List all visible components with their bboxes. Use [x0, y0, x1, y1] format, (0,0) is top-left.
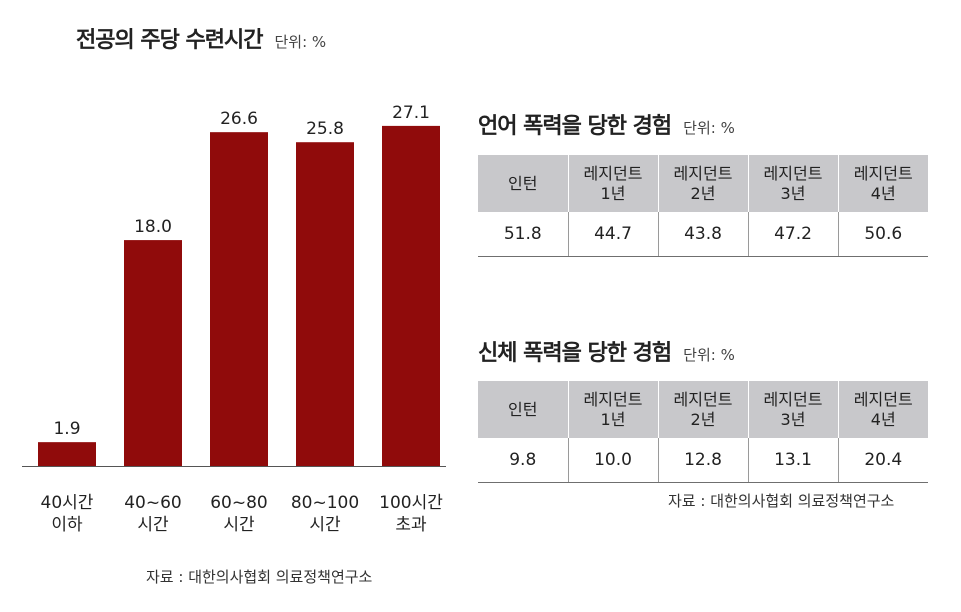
value-cell: 10.0 — [568, 438, 659, 483]
value-cell: 50.6 — [838, 212, 928, 257]
category-label: 초과 — [395, 515, 427, 535]
header-cell: 인턴 — [478, 381, 569, 438]
chart-title-row: 전공의 주당 수련시간 단위: % — [76, 22, 326, 54]
value-cell: 12.8 — [658, 438, 749, 483]
data-label: 18.0 — [134, 217, 172, 237]
verbal-abuse-table: 인턴 레지던트 1년 레지던트 2년 레지던트 3년 레지던트 4년 51.8 … — [478, 155, 928, 257]
table2-title: 신체 폭력을 당한 경험 — [478, 341, 672, 366]
header-cell: 레지던트 1년 — [568, 155, 659, 212]
bar — [38, 442, 96, 466]
table-row: 51.8 44.7 43.8 47.2 50.6 — [478, 212, 928, 257]
bar — [296, 142, 354, 466]
table1-unit: 단위: % — [683, 119, 735, 137]
bar — [210, 132, 268, 467]
header-cell: 레지던트 4년 — [838, 381, 928, 438]
table-source: 자료 : 대한의사협회 의료정책연구소 — [668, 492, 895, 510]
physical-abuse-table: 인턴 레지던트 1년 레지던트 2년 레지던트 3년 레지던트 4년 9.8 1… — [478, 381, 928, 483]
data-label: 1.9 — [53, 419, 80, 439]
header-cell: 레지던트 2년 — [658, 155, 749, 212]
bar-chart: 1.940시간이하18.040~60시간26.660~80시간25.880~10… — [22, 103, 446, 535]
value-cell: 44.7 — [568, 212, 659, 257]
category-label: 80~100 — [291, 493, 359, 513]
category-label: 시간 — [309, 515, 341, 535]
chart-source: 자료 : 대한의사협회 의료정책연구소 — [146, 568, 373, 586]
header-cell: 레지던트 3년 — [748, 381, 839, 438]
value-cell: 51.8 — [478, 212, 569, 257]
data-label: 26.6 — [220, 109, 258, 129]
header-cell: 레지던트 3년 — [748, 155, 839, 212]
value-cell: 20.4 — [838, 438, 928, 483]
category-label: 시간 — [223, 515, 255, 535]
bar — [382, 125, 440, 467]
table2-unit: 단위: % — [683, 346, 735, 364]
table-header-row: 인턴 레지던트 1년 레지던트 2년 레지던트 3년 레지던트 4년 — [478, 381, 928, 438]
header-cell: 인턴 — [478, 155, 569, 212]
value-cell: 9.8 — [478, 438, 569, 483]
data-label: 25.8 — [306, 119, 344, 139]
table1-title-row: 언어 폭력을 당한 경험 단위: % — [478, 108, 735, 140]
header-cell: 레지던트 2년 — [658, 381, 749, 438]
value-cell: 13.1 — [748, 438, 839, 483]
table2-title-row: 신체 폭력을 당한 경험 단위: % — [478, 335, 735, 367]
category-label: 시간 — [137, 515, 169, 535]
category-label: 100시간 — [379, 493, 443, 513]
chart-unit: 단위: % — [274, 33, 327, 51]
category-label: 60~80 — [210, 493, 268, 513]
header-cell: 레지던트 4년 — [838, 155, 928, 212]
category-label: 40~60 — [124, 493, 182, 513]
value-cell: 43.8 — [658, 212, 749, 257]
table1-title: 언어 폭력을 당한 경험 — [478, 114, 672, 139]
value-cell: 47.2 — [748, 212, 839, 257]
header-cell: 레지던트 1년 — [568, 381, 659, 438]
category-label: 이하 — [51, 515, 83, 535]
data-label: 27.1 — [392, 103, 430, 123]
bar — [124, 240, 182, 466]
table-row: 9.8 10.0 12.8 13.1 20.4 — [478, 438, 928, 483]
chart-title: 전공의 주당 수련시간 — [76, 28, 263, 53]
table-header-row: 인턴 레지던트 1년 레지던트 2년 레지던트 3년 레지던트 4년 — [478, 155, 928, 212]
category-label: 40시간 — [41, 493, 94, 513]
